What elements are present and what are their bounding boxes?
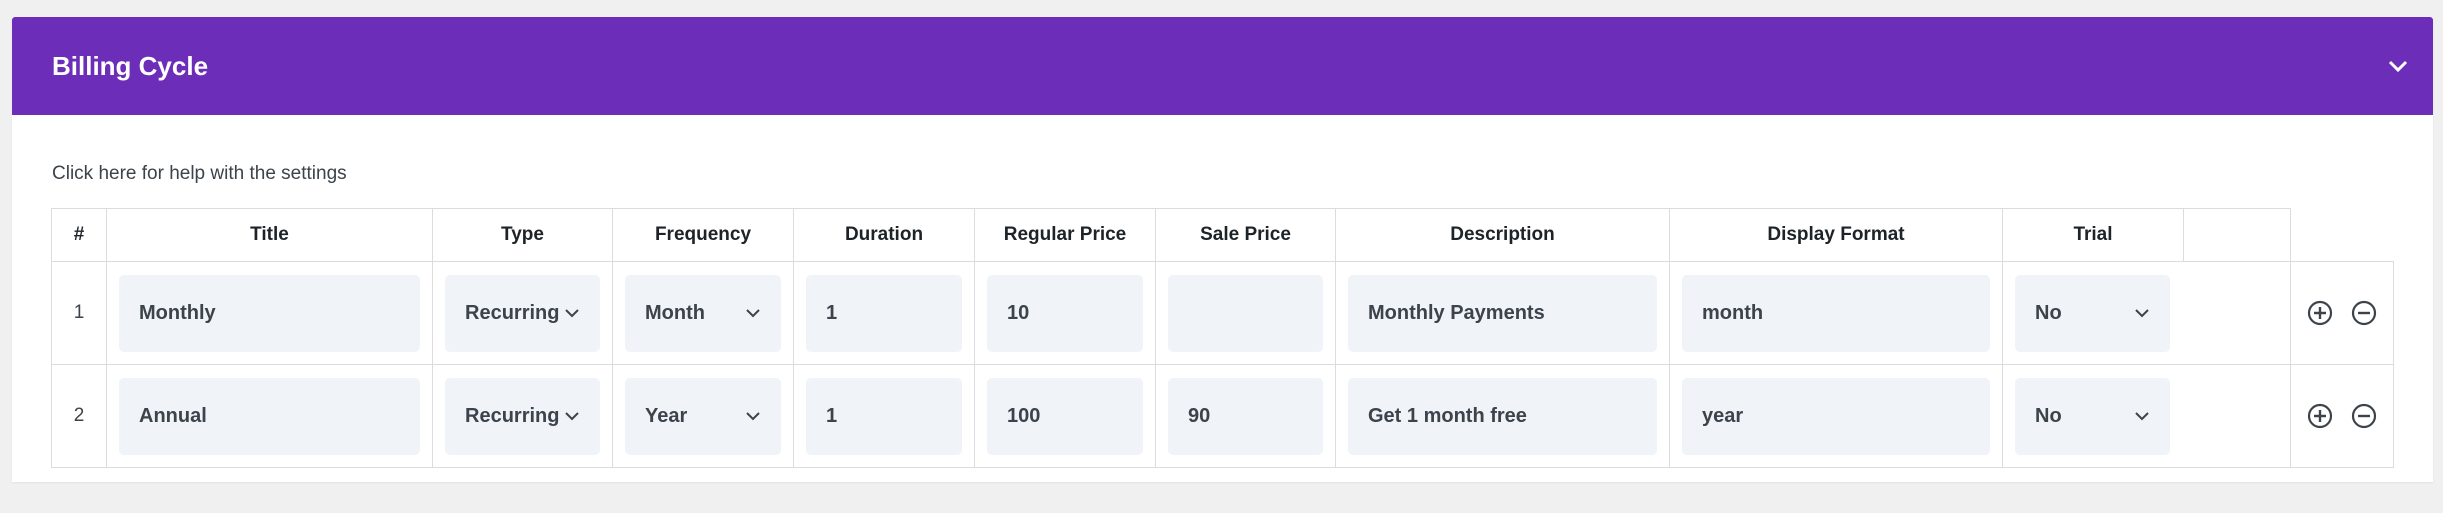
remove-row-icon[interactable] xyxy=(2351,403,2377,429)
col-header-regular-price: Regular Price xyxy=(974,208,1156,262)
type-value: Recurring xyxy=(465,404,560,427)
billing-cycle-panel: Billing Cycle Click here for help with t… xyxy=(12,17,2433,482)
regular-price-input[interactable]: 10 xyxy=(987,274,1143,352)
add-row-icon[interactable] xyxy=(2307,403,2333,429)
help-link[interactable]: Click here for help with the settings xyxy=(52,163,347,184)
duration-value: 1 xyxy=(826,404,838,427)
col-header-display-format: Display Format xyxy=(1669,208,2003,262)
chevron-down-icon xyxy=(565,412,579,421)
chevron-down-icon xyxy=(746,412,760,421)
frequency-value: Month xyxy=(645,301,705,324)
col-header-trial: Trial xyxy=(2002,208,2184,262)
chevron-down-icon xyxy=(565,309,579,318)
col-header-frequency: Frequency xyxy=(612,208,794,262)
col-header-description: Description xyxy=(1335,208,1670,262)
regular-price-value: 100 xyxy=(1007,404,1041,427)
title-input[interactable]: Monthly xyxy=(119,274,420,352)
panel-header[interactable]: Billing Cycle xyxy=(12,17,2433,115)
col-header-number: # xyxy=(51,208,107,262)
trial-value: No xyxy=(2035,404,2062,427)
regular-price-value: 10 xyxy=(1007,301,1030,324)
type-select[interactable]: Recurring xyxy=(445,274,600,352)
display-format-value: month xyxy=(1702,301,1764,324)
remove-row-icon[interactable] xyxy=(2351,300,2377,326)
title-input[interactable]: Annual xyxy=(119,377,420,455)
chevron-down-icon[interactable] xyxy=(2387,55,2409,77)
sale-price-value: 90 xyxy=(1188,404,1211,427)
frequency-value: Year xyxy=(645,404,688,427)
type-value: Recurring xyxy=(465,301,560,324)
col-header-title: Title xyxy=(106,208,433,262)
display-format-input[interactable]: month xyxy=(1682,274,1990,352)
trial-select[interactable]: No xyxy=(2015,274,2170,352)
panel-title: Billing Cycle xyxy=(52,50,209,81)
row-number: 2 xyxy=(51,364,107,468)
row-actions xyxy=(2290,261,2394,365)
billing-cycle-table: # Title Type Frequency Duration Regular … xyxy=(51,208,2394,468)
col-header-duration: Duration xyxy=(793,208,975,262)
trial-select[interactable]: No xyxy=(2015,377,2170,455)
row-actions xyxy=(2290,364,2394,468)
chevron-down-icon xyxy=(746,309,760,318)
type-select[interactable]: Recurring xyxy=(445,377,600,455)
col-header-sale-price: Sale Price xyxy=(1155,208,1336,262)
duration-input[interactable]: 1 xyxy=(806,377,962,455)
duration-value: 1 xyxy=(826,301,838,324)
add-row-icon[interactable] xyxy=(2307,300,2333,326)
description-input[interactable]: Monthly Payments xyxy=(1348,274,1657,352)
col-header-blank xyxy=(2183,208,2291,262)
description-input[interactable]: Get 1 month free xyxy=(1348,377,1657,455)
display-format-value: year xyxy=(1702,404,1744,427)
frequency-select[interactable]: Year xyxy=(625,377,781,455)
col-header-type: Type xyxy=(432,208,613,262)
title-value: Annual xyxy=(139,404,207,427)
sale-price-input[interactable]: 90 xyxy=(1168,377,1323,455)
table-row: 1 Monthly Recurring Month 1 10 Monthly P… xyxy=(51,261,2394,365)
sale-price-input[interactable] xyxy=(1168,274,1323,352)
chevron-down-icon xyxy=(2135,412,2149,421)
title-value: Monthly xyxy=(139,301,216,324)
chevron-down-icon xyxy=(2135,309,2149,318)
col-header-spacer xyxy=(2291,209,2394,262)
table-header-row: # Title Type Frequency Duration Regular … xyxy=(51,208,2394,262)
frequency-select[interactable]: Month xyxy=(625,274,781,352)
description-value: Monthly Payments xyxy=(1368,301,1545,324)
description-value: Get 1 month free xyxy=(1368,404,1527,427)
row-number: 1 xyxy=(51,261,107,365)
regular-price-input[interactable]: 100 xyxy=(987,377,1143,455)
display-format-input[interactable]: year xyxy=(1682,377,1990,455)
duration-input[interactable]: 1 xyxy=(806,274,962,352)
trial-value: No xyxy=(2035,301,2062,324)
table-row: 2 Annual Recurring Year 1 100 90 Get 1 m… xyxy=(51,364,2394,468)
